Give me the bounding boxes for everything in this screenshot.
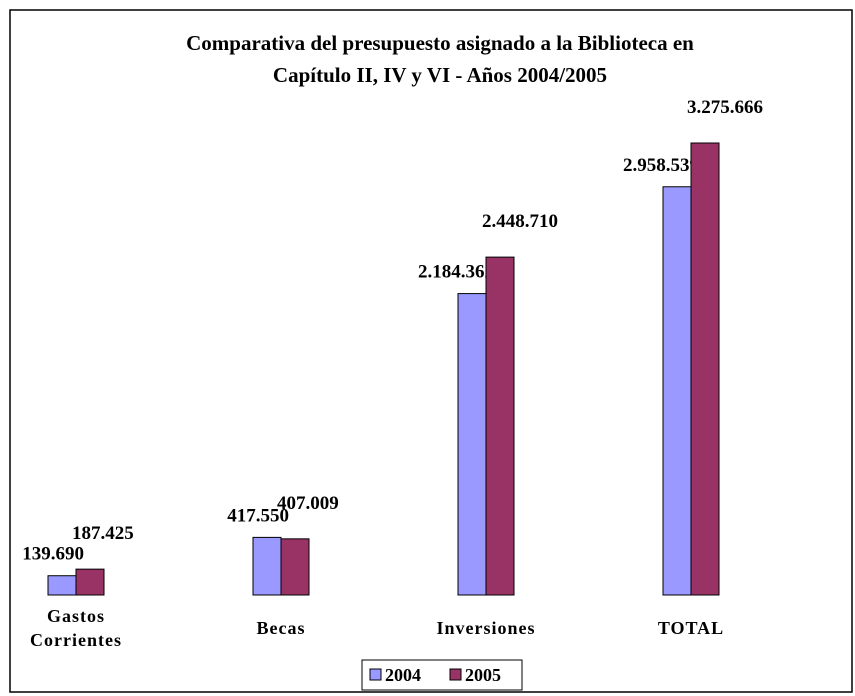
value-label: 2.958.539: [623, 155, 699, 176]
bar: [280, 538, 310, 596]
value-label: 139.690: [22, 544, 84, 565]
bar: [690, 142, 720, 596]
legend-box: [361, 659, 523, 691]
value-label: 3.275.666: [687, 97, 763, 118]
value-label: 2.184.362: [418, 262, 494, 283]
legend-label: 2004: [385, 665, 421, 685]
x-tick-label: Becas: [256, 618, 306, 638]
chart-subtitle: Capítulo II, IV y VI - Años 2004/2005: [273, 63, 607, 87]
legend-swatch: [449, 668, 462, 681]
value-label: 407.009: [277, 493, 339, 514]
legend-swatch: [369, 668, 382, 681]
bar: [485, 256, 515, 596]
chart-title: Comparativa del presupuesto asignado a l…: [186, 31, 694, 55]
x-tick-label: Inversiones: [436, 618, 536, 638]
x-tick-label: TOTAL: [657, 618, 725, 638]
bar: [252, 536, 282, 596]
bar: [662, 186, 692, 596]
bar: [457, 293, 487, 596]
legend-label: 2005: [465, 665, 501, 685]
value-label: 417.550: [227, 505, 289, 526]
value-label: 2.448.710: [482, 211, 558, 232]
bar: [47, 575, 77, 596]
bar: [75, 568, 105, 596]
x-tick-label: Gastos Corrientes: [30, 606, 122, 650]
value-label: 187.425: [72, 523, 134, 544]
